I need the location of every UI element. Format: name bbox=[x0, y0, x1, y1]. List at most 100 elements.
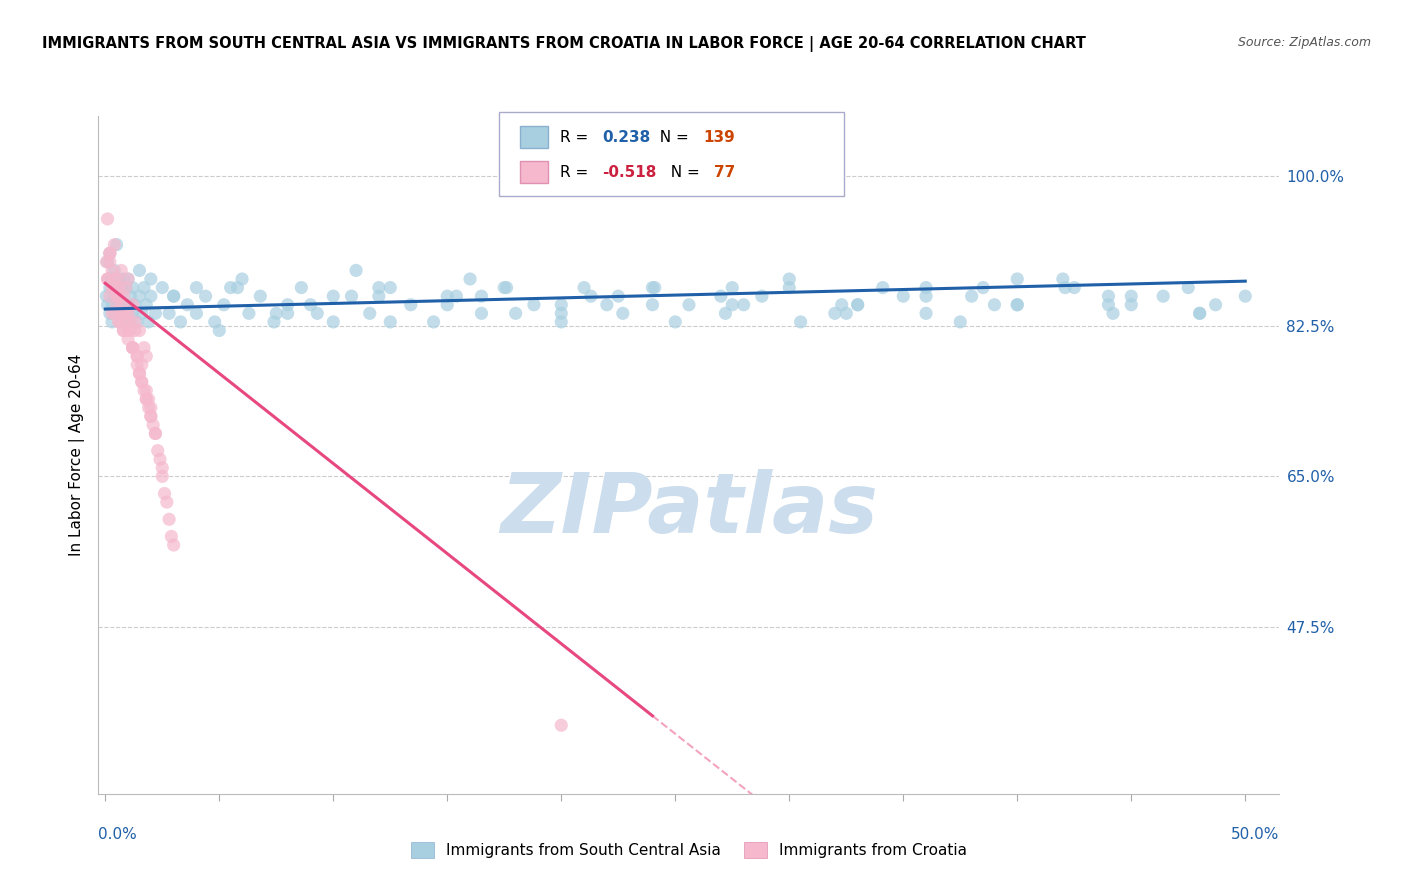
Point bbox=[157, 512, 180, 526]
Point bbox=[121, 341, 143, 355]
Point bbox=[208, 324, 231, 338]
Point bbox=[138, 401, 160, 415]
Point bbox=[1097, 298, 1119, 312]
Point bbox=[307, 306, 329, 320]
Point bbox=[1121, 289, 1143, 303]
Point bbox=[117, 306, 139, 320]
Point bbox=[153, 486, 176, 500]
Point bbox=[915, 306, 938, 320]
Point bbox=[359, 306, 381, 320]
Point bbox=[641, 280, 664, 294]
Point bbox=[105, 280, 128, 294]
Point bbox=[105, 289, 128, 303]
Text: -0.518: -0.518 bbox=[602, 164, 657, 179]
Point bbox=[150, 280, 173, 294]
Point bbox=[117, 272, 139, 286]
Point bbox=[103, 306, 125, 320]
Point bbox=[117, 324, 139, 338]
Point bbox=[579, 289, 602, 303]
Point bbox=[204, 315, 226, 329]
Point bbox=[1007, 298, 1029, 312]
Point bbox=[1097, 289, 1119, 303]
Point bbox=[108, 315, 131, 329]
Point bbox=[121, 298, 143, 312]
Point bbox=[367, 289, 389, 303]
Point bbox=[186, 306, 208, 320]
Point bbox=[150, 469, 173, 483]
Point bbox=[105, 237, 128, 252]
Text: R =: R = bbox=[560, 129, 593, 145]
Point bbox=[135, 392, 157, 406]
Point bbox=[495, 280, 517, 294]
Point bbox=[846, 298, 869, 312]
Point bbox=[436, 298, 458, 312]
Point bbox=[523, 298, 546, 312]
Point bbox=[101, 298, 124, 312]
Point bbox=[972, 280, 994, 294]
Point bbox=[380, 280, 402, 294]
Text: 0.0%: 0.0% bbox=[98, 827, 138, 841]
Point bbox=[114, 306, 136, 320]
Point bbox=[915, 289, 938, 303]
Point bbox=[714, 306, 737, 320]
Point bbox=[98, 255, 121, 269]
Point bbox=[721, 298, 744, 312]
Text: ZIPatlas: ZIPatlas bbox=[501, 468, 877, 549]
Point bbox=[380, 315, 402, 329]
Point bbox=[550, 718, 572, 732]
Point bbox=[470, 289, 492, 303]
Point bbox=[644, 280, 666, 294]
Point bbox=[135, 298, 157, 312]
Point bbox=[124, 324, 146, 338]
Point bbox=[550, 306, 572, 320]
Point bbox=[117, 332, 139, 346]
Point bbox=[157, 306, 180, 320]
Point bbox=[983, 298, 1005, 312]
Point bbox=[169, 315, 191, 329]
Point bbox=[131, 375, 153, 389]
Point bbox=[124, 298, 146, 312]
Point bbox=[399, 298, 422, 312]
Y-axis label: In Labor Force | Age 20-64: In Labor Force | Age 20-64 bbox=[69, 354, 84, 556]
Point bbox=[101, 263, 124, 277]
Point bbox=[340, 289, 363, 303]
Point bbox=[219, 280, 242, 294]
Point bbox=[105, 272, 128, 286]
Point bbox=[103, 289, 125, 303]
Point bbox=[110, 306, 132, 320]
Point bbox=[710, 289, 733, 303]
Point bbox=[367, 280, 389, 294]
Point bbox=[103, 280, 125, 294]
Point bbox=[135, 349, 157, 363]
Point bbox=[156, 495, 179, 509]
Point bbox=[131, 375, 153, 389]
Point bbox=[664, 315, 686, 329]
Text: IMMIGRANTS FROM SOUTH CENTRAL ASIA VS IMMIGRANTS FROM CROATIA IN LABOR FORCE | A: IMMIGRANTS FROM SOUTH CENTRAL ASIA VS IM… bbox=[42, 36, 1085, 52]
Point bbox=[139, 409, 162, 424]
Point bbox=[572, 280, 595, 294]
Point bbox=[132, 384, 155, 398]
Text: 0.238: 0.238 bbox=[602, 129, 650, 145]
Text: R =: R = bbox=[560, 164, 593, 179]
Point bbox=[596, 298, 619, 312]
Point bbox=[97, 272, 120, 286]
Point bbox=[1188, 306, 1211, 320]
Point bbox=[751, 289, 773, 303]
Point bbox=[112, 289, 135, 303]
Point bbox=[891, 289, 914, 303]
Point bbox=[212, 298, 235, 312]
Point bbox=[96, 255, 118, 269]
Point bbox=[678, 298, 700, 312]
Point bbox=[110, 298, 132, 312]
Point bbox=[131, 306, 153, 320]
Point bbox=[96, 211, 118, 226]
Point bbox=[231, 272, 253, 286]
Point bbox=[98, 246, 121, 260]
Point bbox=[114, 280, 136, 294]
Point bbox=[163, 289, 186, 303]
Point bbox=[146, 443, 169, 458]
Point bbox=[101, 306, 124, 320]
Point bbox=[139, 401, 162, 415]
Point bbox=[778, 272, 800, 286]
Text: Source: ZipAtlas.com: Source: ZipAtlas.com bbox=[1237, 36, 1371, 49]
